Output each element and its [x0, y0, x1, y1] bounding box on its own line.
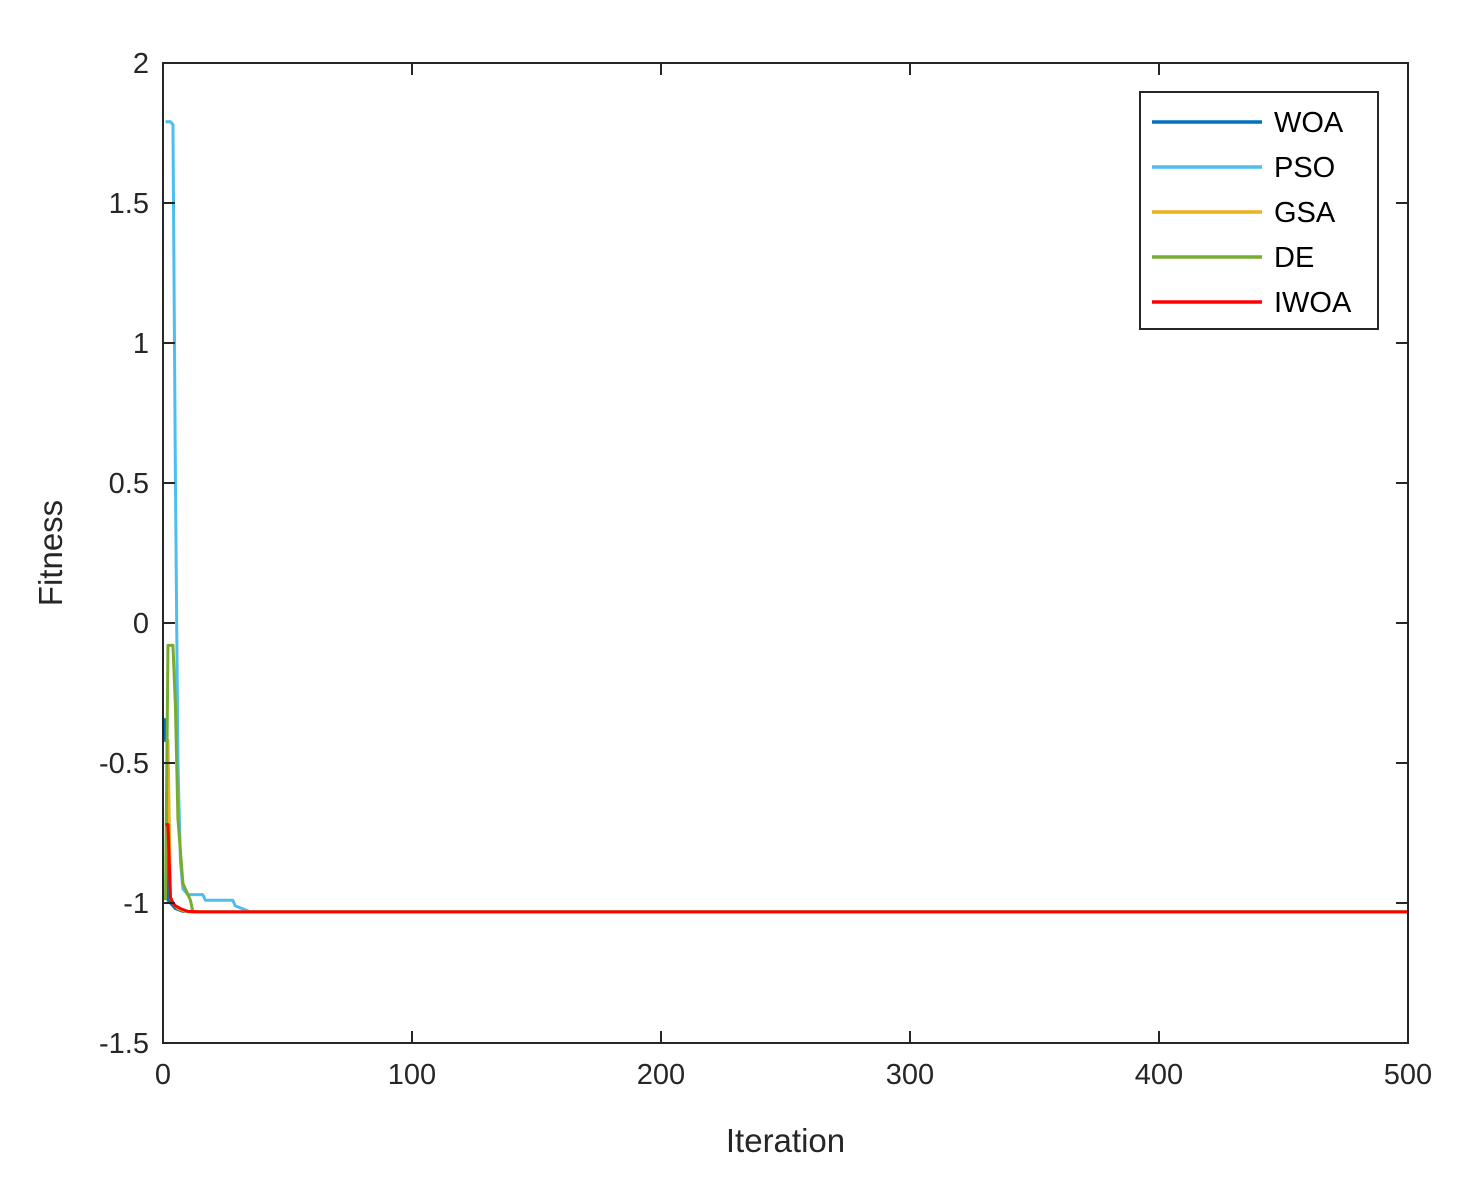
y-tick-label: 0.5	[109, 468, 149, 500]
y-tick-label: 0	[133, 608, 149, 640]
legend-label-gsa: GSA	[1274, 197, 1336, 229]
legend: WOA PSO GSA DE IWOA	[1139, 91, 1379, 330]
y-tick-label: -1	[123, 888, 149, 920]
series-line-de	[163, 643, 1408, 914]
legend-label-de: DE	[1274, 242, 1314, 274]
plot-area-frame	[162, 62, 1409, 1044]
legend-label-woa: WOA	[1274, 107, 1344, 139]
legend-label-iwoa: IWOA	[1274, 287, 1352, 319]
series-lines	[163, 120, 1408, 914]
x-tick-label: 300	[886, 1059, 934, 1091]
y-tick-label: 2	[133, 48, 149, 80]
x-tick-label: 400	[1135, 1059, 1183, 1091]
x-tick-label: 100	[388, 1059, 436, 1091]
y-tick-label: -0.5	[99, 748, 149, 780]
axis-tick-labels: 0 100 200 300 400 500 -1.5 -1 -0.5 0 0.5 1 1.5 2	[99, 48, 1432, 1091]
y-tick-label: 1.5	[109, 188, 149, 220]
x-tick-label: 500	[1384, 1059, 1432, 1091]
legend-label-pso: PSO	[1274, 152, 1335, 184]
axis-ticks	[162, 62, 1409, 1044]
y-tick-label: 1	[133, 328, 149, 360]
x-tick-label: 0	[155, 1059, 171, 1091]
x-tick-label: 200	[637, 1059, 685, 1091]
y-axis-label: Fitness	[32, 500, 69, 606]
y-tick-label: -1.5	[99, 1028, 149, 1060]
series-line-iwoa	[165, 823, 1408, 914]
x-axis-label: Iteration	[726, 1122, 845, 1159]
